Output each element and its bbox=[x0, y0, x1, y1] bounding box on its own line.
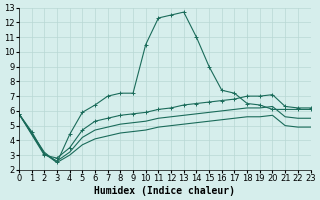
X-axis label: Humidex (Indice chaleur): Humidex (Indice chaleur) bbox=[94, 186, 235, 196]
